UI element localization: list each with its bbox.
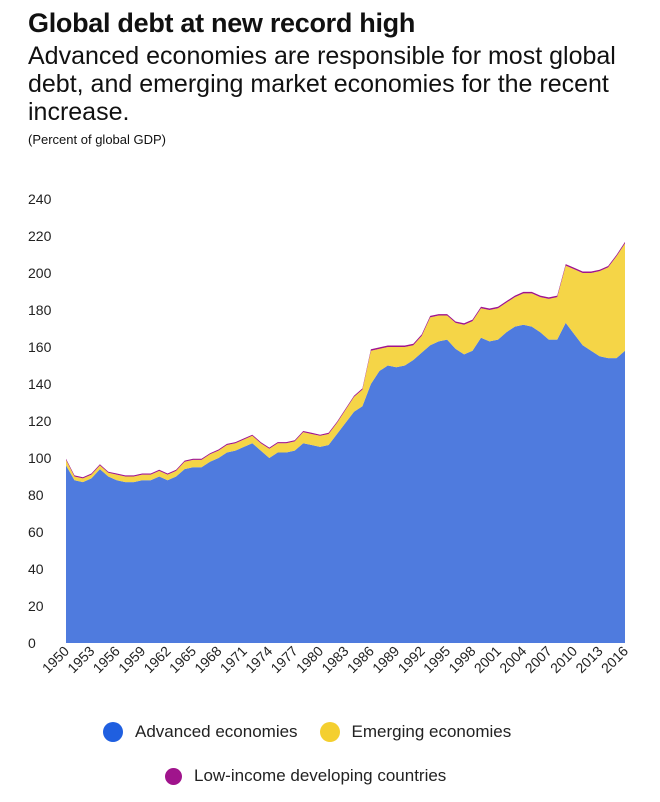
plot-areas	[66, 241, 625, 643]
y-axis-ticks: 0 20 40 60 80 100 120 140 160 180 200 220 240	[28, 191, 52, 651]
legend-label-lic: Low-income developing countries	[194, 766, 447, 785]
y-tick-label: 240	[28, 191, 52, 207]
unit-note: (Percent of global GDP)	[28, 132, 167, 147]
chart-title: Global debt at new record high	[28, 8, 416, 38]
y-tick-label: 160	[28, 339, 52, 355]
legend-row-1: Advanced economies Emerging economies	[103, 722, 511, 742]
x-tick-label: 2010	[547, 643, 580, 676]
x-tick-label: 1977	[267, 643, 300, 676]
x-tick-label: 1992	[395, 643, 428, 676]
x-tick-label: 1971	[217, 643, 250, 676]
y-tick-label: 200	[28, 265, 52, 281]
x-tick-label: 1995	[420, 643, 453, 676]
legend-label-emerging: Emerging economies	[351, 722, 512, 741]
x-tick-label: 1986	[344, 643, 377, 676]
x-tick-label: 1989	[369, 643, 402, 676]
legend-row-2: Low-income developing countries	[165, 766, 446, 786]
x-tick-label: 1998	[445, 643, 478, 676]
y-tick-label: 140	[28, 376, 52, 392]
x-axis-ticks: 1950195319561959196219651968197119741977…	[39, 643, 631, 676]
y-tick-label: 120	[28, 413, 52, 429]
y-tick-label: 220	[28, 228, 52, 244]
legend-swatch-advanced	[103, 722, 123, 742]
area-series-1	[66, 243, 625, 483]
y-tick-label: 40	[28, 561, 44, 577]
x-tick-label: 1956	[90, 643, 123, 676]
x-tick-label: 1974	[242, 643, 275, 676]
y-tick-label: 0	[28, 635, 36, 651]
x-tick-label: 1980	[293, 643, 326, 676]
legend-swatch-lic	[165, 767, 182, 785]
y-tick-label: 20	[28, 598, 44, 614]
y-tick-label: 100	[28, 450, 52, 466]
area-series-0	[66, 322, 625, 643]
x-tick-label: 1950	[39, 643, 72, 676]
chart-subtitle: Advanced economies are responsible for m…	[28, 42, 616, 126]
x-tick-label: 2013	[572, 643, 605, 676]
x-tick-label: 2016	[598, 643, 631, 676]
x-tick-label: 1965	[166, 643, 199, 676]
x-tick-label: 2004	[496, 643, 529, 676]
x-tick-label: 1983	[318, 643, 351, 676]
x-tick-label: 2007	[522, 643, 555, 676]
y-tick-label: 80	[28, 487, 44, 503]
x-tick-label: 2001	[471, 643, 504, 676]
legend-swatch-emerging	[319, 722, 340, 742]
y-tick-label: 60	[28, 524, 44, 540]
legend-label-advanced: Advanced economies	[135, 722, 298, 741]
y-tick-label: 180	[28, 302, 52, 318]
x-tick-label: 1962	[140, 643, 173, 676]
x-tick-label: 1959	[115, 643, 148, 676]
x-tick-label: 1968	[191, 643, 224, 676]
x-tick-label: 1953	[64, 643, 97, 676]
